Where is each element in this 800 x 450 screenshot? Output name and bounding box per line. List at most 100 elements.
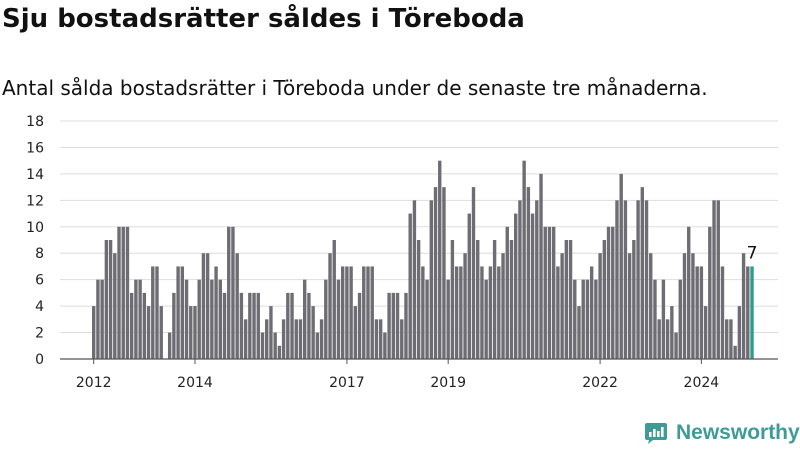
bar — [307, 292, 311, 359]
bar — [539, 173, 543, 359]
bar — [374, 319, 379, 359]
y-tick-label: 0 — [35, 352, 44, 368]
bar — [370, 266, 374, 359]
bar — [492, 240, 497, 359]
bar — [235, 253, 239, 359]
bar — [615, 200, 619, 359]
bar — [467, 213, 471, 359]
bar — [303, 279, 307, 359]
bar — [159, 306, 163, 359]
bar — [265, 319, 269, 359]
bar — [222, 292, 227, 359]
y-axis-labels: 0 2 4 6 8 10 12 14 16 18 — [26, 114, 44, 368]
bar — [526, 187, 531, 359]
bar — [425, 279, 429, 359]
bar — [454, 266, 459, 359]
bar — [640, 187, 644, 359]
bar — [661, 279, 666, 359]
bar — [336, 279, 341, 359]
bar — [564, 240, 569, 359]
bar — [294, 319, 298, 359]
bar — [345, 266, 349, 359]
bar — [488, 266, 493, 359]
bar — [167, 332, 172, 359]
y-tick-label: 16 — [26, 140, 44, 156]
bar — [324, 279, 328, 359]
chart-subtitle: Antal sålda bostadsrätter i Töreboda und… — [2, 76, 708, 100]
bar — [606, 226, 611, 359]
bar — [459, 266, 463, 359]
bar — [113, 253, 117, 359]
bar — [395, 292, 400, 359]
bar — [273, 332, 277, 359]
bar — [729, 319, 733, 359]
y-tick-label: 2 — [35, 326, 44, 342]
bar — [134, 279, 138, 359]
bar — [509, 240, 514, 359]
bar — [594, 279, 598, 359]
bar — [210, 279, 214, 359]
bar — [117, 226, 121, 359]
bar — [653, 279, 657, 359]
x-tick-label: 2014 — [177, 375, 213, 391]
bar — [623, 200, 628, 359]
bar — [146, 306, 151, 359]
bar — [383, 332, 387, 359]
bar — [100, 279, 104, 359]
newsworthy-logo-icon — [645, 423, 667, 444]
bar — [340, 266, 345, 359]
bar — [585, 279, 590, 359]
bar — [598, 253, 602, 359]
newsworthy-brand: Newsworthy — [644, 419, 800, 447]
bar — [712, 200, 716, 359]
bar — [589, 266, 594, 359]
bar — [501, 253, 505, 359]
bar — [602, 240, 607, 359]
bar — [96, 279, 100, 359]
bar — [269, 306, 273, 359]
bar — [349, 266, 353, 359]
y-tick-label: 6 — [35, 273, 44, 289]
bar — [243, 319, 248, 359]
bar — [366, 266, 370, 359]
bar — [636, 200, 640, 359]
x-tick-label: 2024 — [684, 375, 720, 391]
bar — [142, 292, 147, 359]
bar — [189, 306, 193, 359]
bars — [92, 160, 754, 359]
bar — [632, 240, 636, 359]
bar — [547, 226, 552, 359]
bar — [416, 240, 421, 359]
bar — [151, 266, 155, 359]
bar — [737, 306, 742, 359]
bar — [357, 292, 362, 359]
bar — [644, 200, 649, 359]
bar — [429, 200, 433, 359]
bar — [530, 213, 535, 359]
x-axis-labels: 2012 2014 2017 2019 2022 2024 — [76, 375, 719, 391]
bar — [687, 226, 691, 359]
bar — [442, 187, 446, 359]
bar — [670, 306, 674, 359]
bar — [214, 266, 218, 359]
bar — [682, 253, 687, 359]
bar — [311, 306, 315, 359]
bar — [476, 240, 480, 359]
bar — [543, 226, 547, 359]
bar — [125, 226, 130, 359]
bar — [577, 306, 581, 359]
bar — [720, 266, 725, 359]
bar — [446, 279, 450, 359]
bar — [627, 253, 632, 359]
y-tick-label: 14 — [26, 167, 44, 183]
bar — [138, 279, 142, 359]
bar — [573, 279, 577, 359]
bar — [556, 266, 560, 359]
x-tick-label: 2019 — [430, 375, 466, 391]
bar — [746, 266, 750, 359]
bar — [129, 292, 134, 359]
x-tick-label: 2017 — [329, 375, 365, 391]
bar — [248, 292, 252, 359]
bar — [581, 279, 585, 359]
